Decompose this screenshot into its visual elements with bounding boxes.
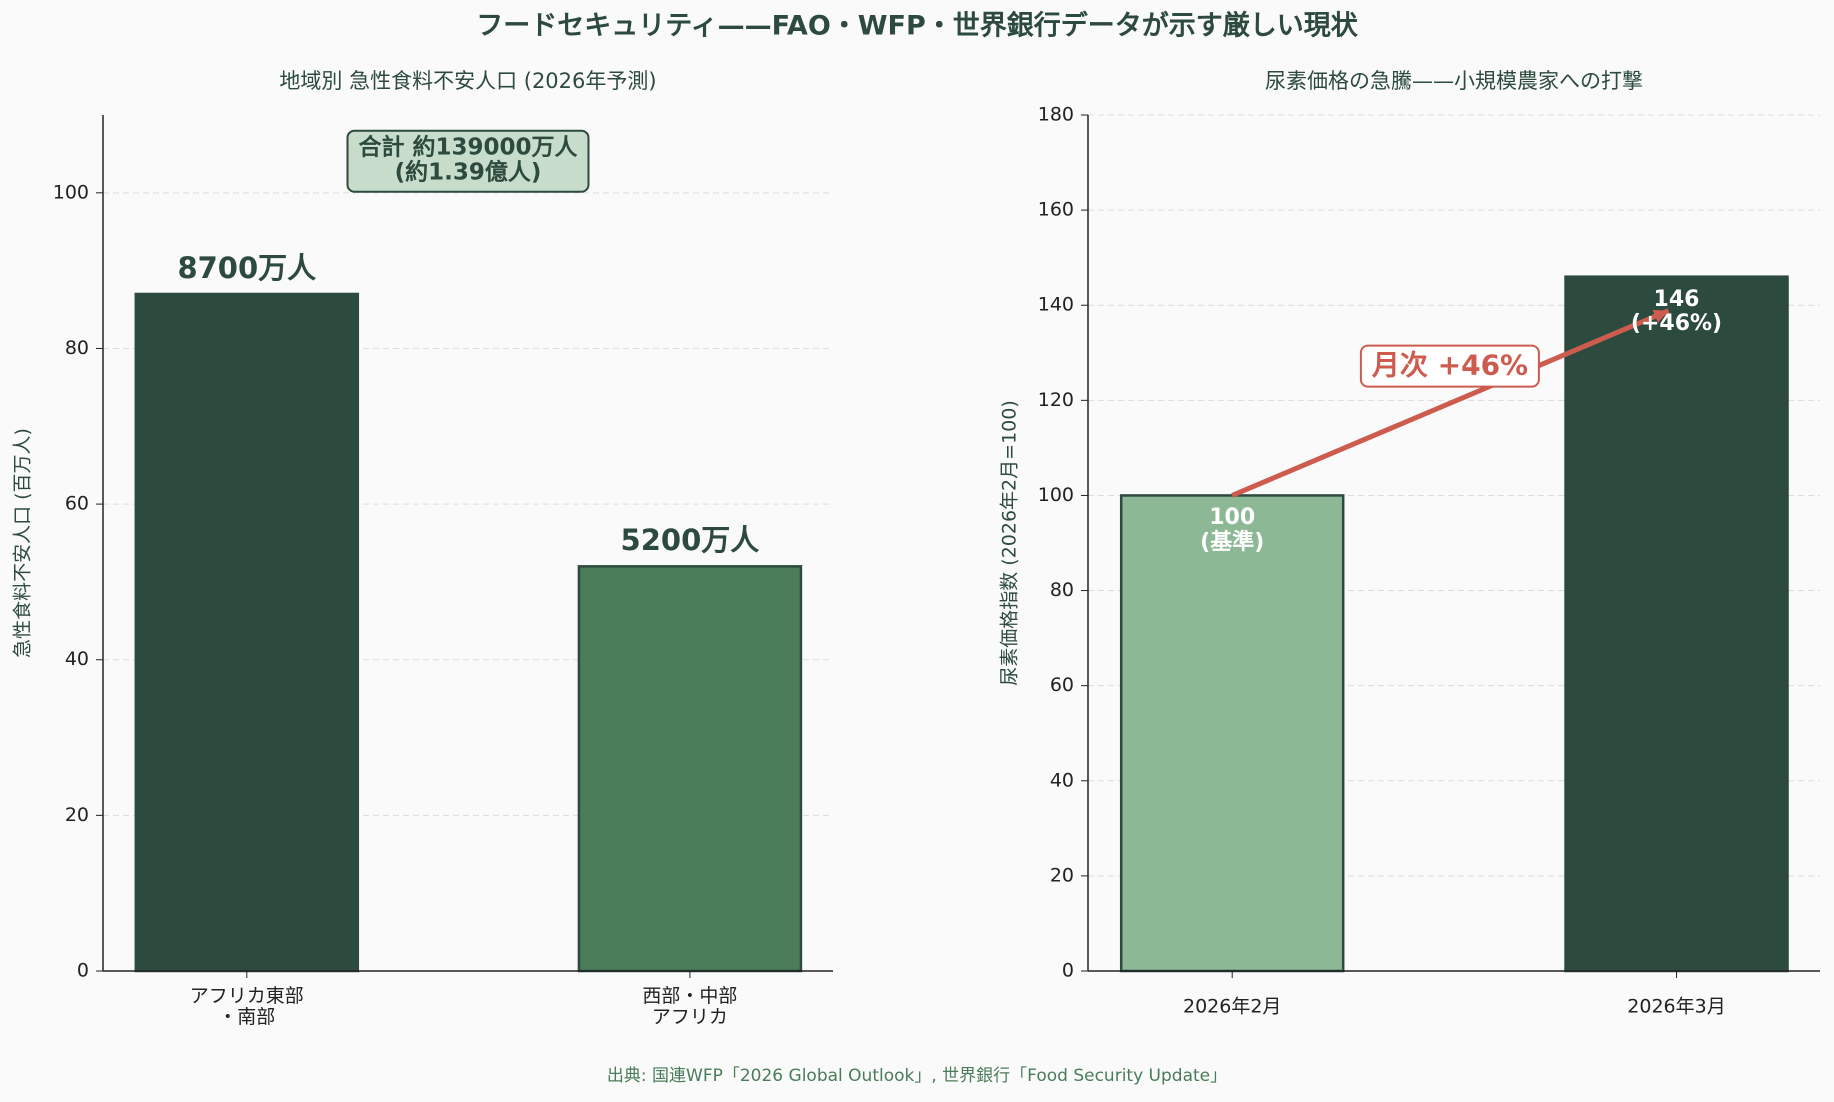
y-tick-label: 40: [1050, 769, 1074, 791]
chart-title: 地域別 急性食料不安人口 (2026年予測): [279, 69, 656, 93]
y-tick-label: 140: [1038, 294, 1074, 316]
source: 出典: 国連WFP「2026 Global Outlook」, 世界銀行「Foo…: [607, 1066, 1227, 1086]
bar: [134, 292, 360, 973]
y-tick-label: 180: [1038, 104, 1074, 126]
value-label: 100 (基準): [1200, 505, 1265, 555]
y-tick-label: 80: [1050, 579, 1074, 601]
y-tick-label: 40: [65, 648, 89, 670]
value-label: 5200万人: [620, 523, 760, 558]
y-tick-label: 80: [65, 337, 89, 359]
x-tick-label: 2026年2月: [1182, 995, 1282, 1018]
bar: [1119, 494, 1345, 973]
y-tick-label: 60: [65, 493, 89, 515]
y-tick-label: 20: [1050, 864, 1074, 886]
y-axis-label: 急性食料不安人口 (百万人): [12, 428, 34, 658]
annotation: 月次 +46%: [1359, 344, 1541, 388]
y-tick-label: 60: [1050, 674, 1074, 696]
arrow-head: [1652, 309, 1669, 323]
y-tick-label: 100: [1038, 484, 1074, 506]
bar: [1564, 275, 1789, 973]
bar: [577, 565, 803, 973]
value-label: 8700万人: [177, 251, 317, 286]
y-tick-label: 20: [65, 804, 89, 826]
annotation: 合計 約139000万人 (約1.39億人): [346, 129, 590, 193]
y-tick-label: 100: [53, 181, 89, 203]
chart-title: 尿素価格の急騰——小規模農家への打撃: [1265, 69, 1643, 93]
y-tick-label: 120: [1038, 389, 1074, 411]
x-tick-label: 西部・中部 アフリカ: [642, 985, 738, 1028]
y-tick-label: 0: [77, 960, 89, 982]
x-tick-label: アフリカ東部 ・南部: [189, 985, 304, 1028]
arrow: [1231, 308, 1670, 498]
figure-title: フードセキュリティ——FAO・WFP・世界銀行データが示す厳しい現状: [476, 10, 1359, 42]
y-tick-label: 160: [1038, 199, 1074, 221]
y-axis-label: 尿素価格指数 (2026年2月=100): [999, 400, 1021, 686]
x-tick-label: 2026年3月: [1627, 995, 1726, 1018]
value-label: 146 (+46%): [1630, 286, 1723, 336]
y-tick-label: 0: [1062, 960, 1074, 982]
